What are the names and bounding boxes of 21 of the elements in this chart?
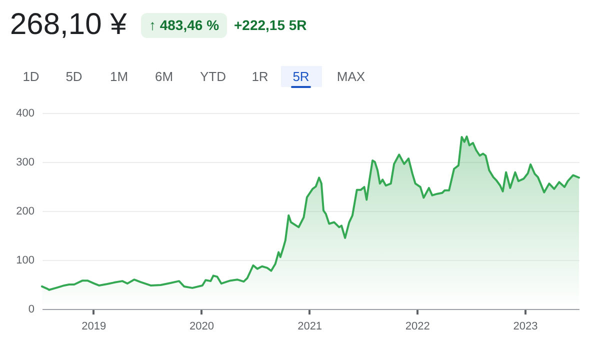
- text: 1R: [252, 69, 268, 84]
- text: +222,15 5R: [234, 17, 307, 33]
- text: MAX: [336, 69, 366, 84]
- text: 1D: [22, 69, 40, 84]
- y-tick-label: 400: [16, 108, 34, 120]
- text: ↑ 483,46 %: [148, 17, 220, 33]
- y-tick-label: 300: [16, 156, 34, 168]
- x-tick-label: 2022: [405, 320, 430, 332]
- y-tick-label: 0: [28, 304, 34, 316]
- x-tick-label: 2020: [189, 320, 214, 332]
- x-tick-label: 2021: [298, 320, 322, 332]
- chart-title: 268,10 ¥: [10, 8, 128, 41]
- text: YTD: [200, 69, 226, 84]
- text: 5D: [66, 69, 82, 84]
- y-tick-label: 200: [16, 206, 34, 218]
- y-tick-label: 100: [16, 254, 34, 266]
- text: 1M: [110, 69, 128, 84]
- x-tick-label: 2023: [513, 320, 538, 332]
- x-tick-label: 2019: [82, 320, 106, 332]
- text: 6M: [154, 69, 174, 84]
- text: 5R: [292, 69, 310, 84]
